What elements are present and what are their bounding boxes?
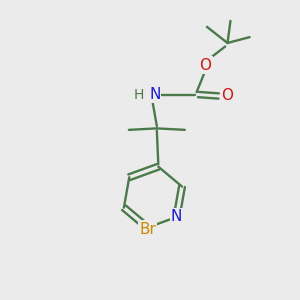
Text: O: O [221,88,233,104]
Text: N: N [171,209,182,224]
Text: O: O [200,58,211,73]
Text: H: H [134,88,144,101]
Text: N: N [149,87,160,102]
Text: Br: Br [139,221,156,236]
